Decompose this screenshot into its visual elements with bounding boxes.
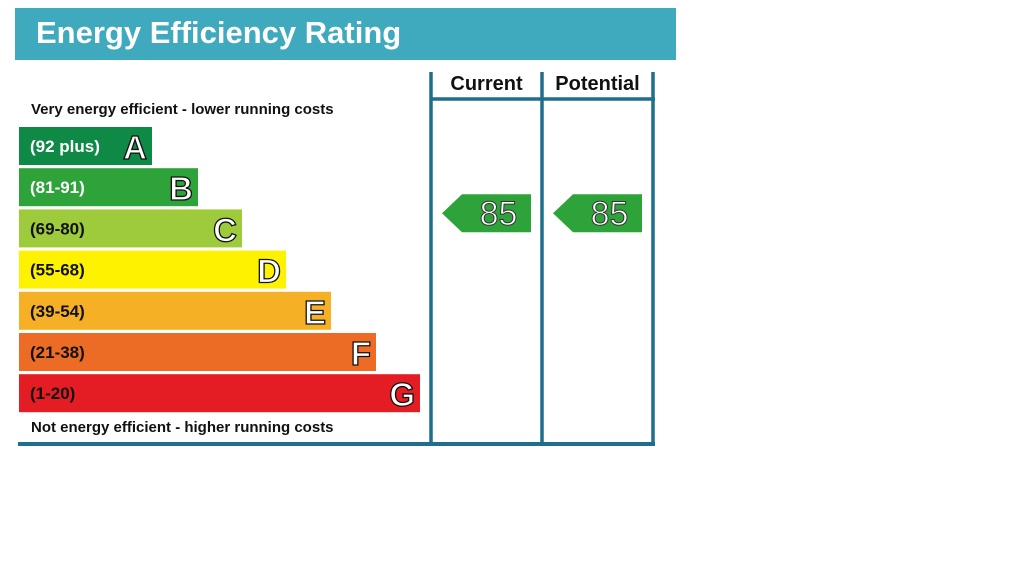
rating-value: 85 bbox=[480, 195, 518, 233]
top-note: Very energy efficient - lower running co… bbox=[31, 101, 334, 118]
band-range-label: (92 plus) bbox=[30, 137, 100, 156]
page-title: Energy Efficiency Rating bbox=[36, 15, 402, 50]
band-f: (21-38) F bbox=[19, 333, 376, 373]
band-bar bbox=[19, 333, 376, 371]
rating-value: 85 bbox=[591, 195, 629, 233]
band-g: (1-20) G bbox=[19, 374, 420, 414]
band-a: (92 plus) A bbox=[19, 127, 152, 167]
rating-table-frame bbox=[18, 72, 655, 446]
band-bar bbox=[19, 291, 331, 330]
rating-arrow bbox=[553, 194, 642, 233]
rating-bands: (92 plus) A(81-91) B(69-80) C(55-68) D(39-54… bbox=[19, 127, 420, 414]
band-c: (69-80) C bbox=[19, 209, 242, 249]
band-letter-label: D bbox=[257, 253, 281, 290]
rating-columns: Current 85 Potential 85 bbox=[442, 73, 642, 234]
band-d: (55-68) D bbox=[19, 250, 286, 290]
band-range-label: (81-91) bbox=[30, 178, 85, 197]
title-bar: Energy Efficiency Rating bbox=[15, 8, 676, 60]
rating-arrow bbox=[442, 194, 531, 233]
band-range-label: (55-68) bbox=[30, 261, 85, 280]
band-range-label: (39-54) bbox=[30, 302, 85, 321]
band-letter-label: G bbox=[389, 376, 415, 413]
band-letter-label: B bbox=[169, 170, 193, 207]
column-current: Current 85 bbox=[442, 73, 531, 234]
band-letter-label: C bbox=[213, 211, 237, 248]
band-bar bbox=[19, 168, 198, 207]
band-letter-label: A bbox=[123, 129, 147, 166]
band-range-label: (69-80) bbox=[30, 219, 85, 238]
bottom-note: Not energy efficient - higher running co… bbox=[31, 419, 334, 436]
band-bar bbox=[19, 250, 286, 289]
band-b: (81-91) B bbox=[19, 168, 198, 208]
band-bar bbox=[19, 374, 420, 413]
band-bar bbox=[19, 209, 242, 248]
band-letter-label: E bbox=[304, 294, 326, 331]
column-header: Potential bbox=[555, 73, 639, 95]
band-range-label: (1-20) bbox=[30, 384, 75, 403]
band-letter-label: F bbox=[351, 335, 371, 372]
band-range-label: (21-38) bbox=[30, 343, 85, 362]
band-bar bbox=[19, 127, 152, 165]
column-potential: Potential 85 bbox=[553, 73, 642, 234]
column-header: Current bbox=[450, 73, 523, 95]
band-e: (39-54) E bbox=[19, 291, 331, 331]
